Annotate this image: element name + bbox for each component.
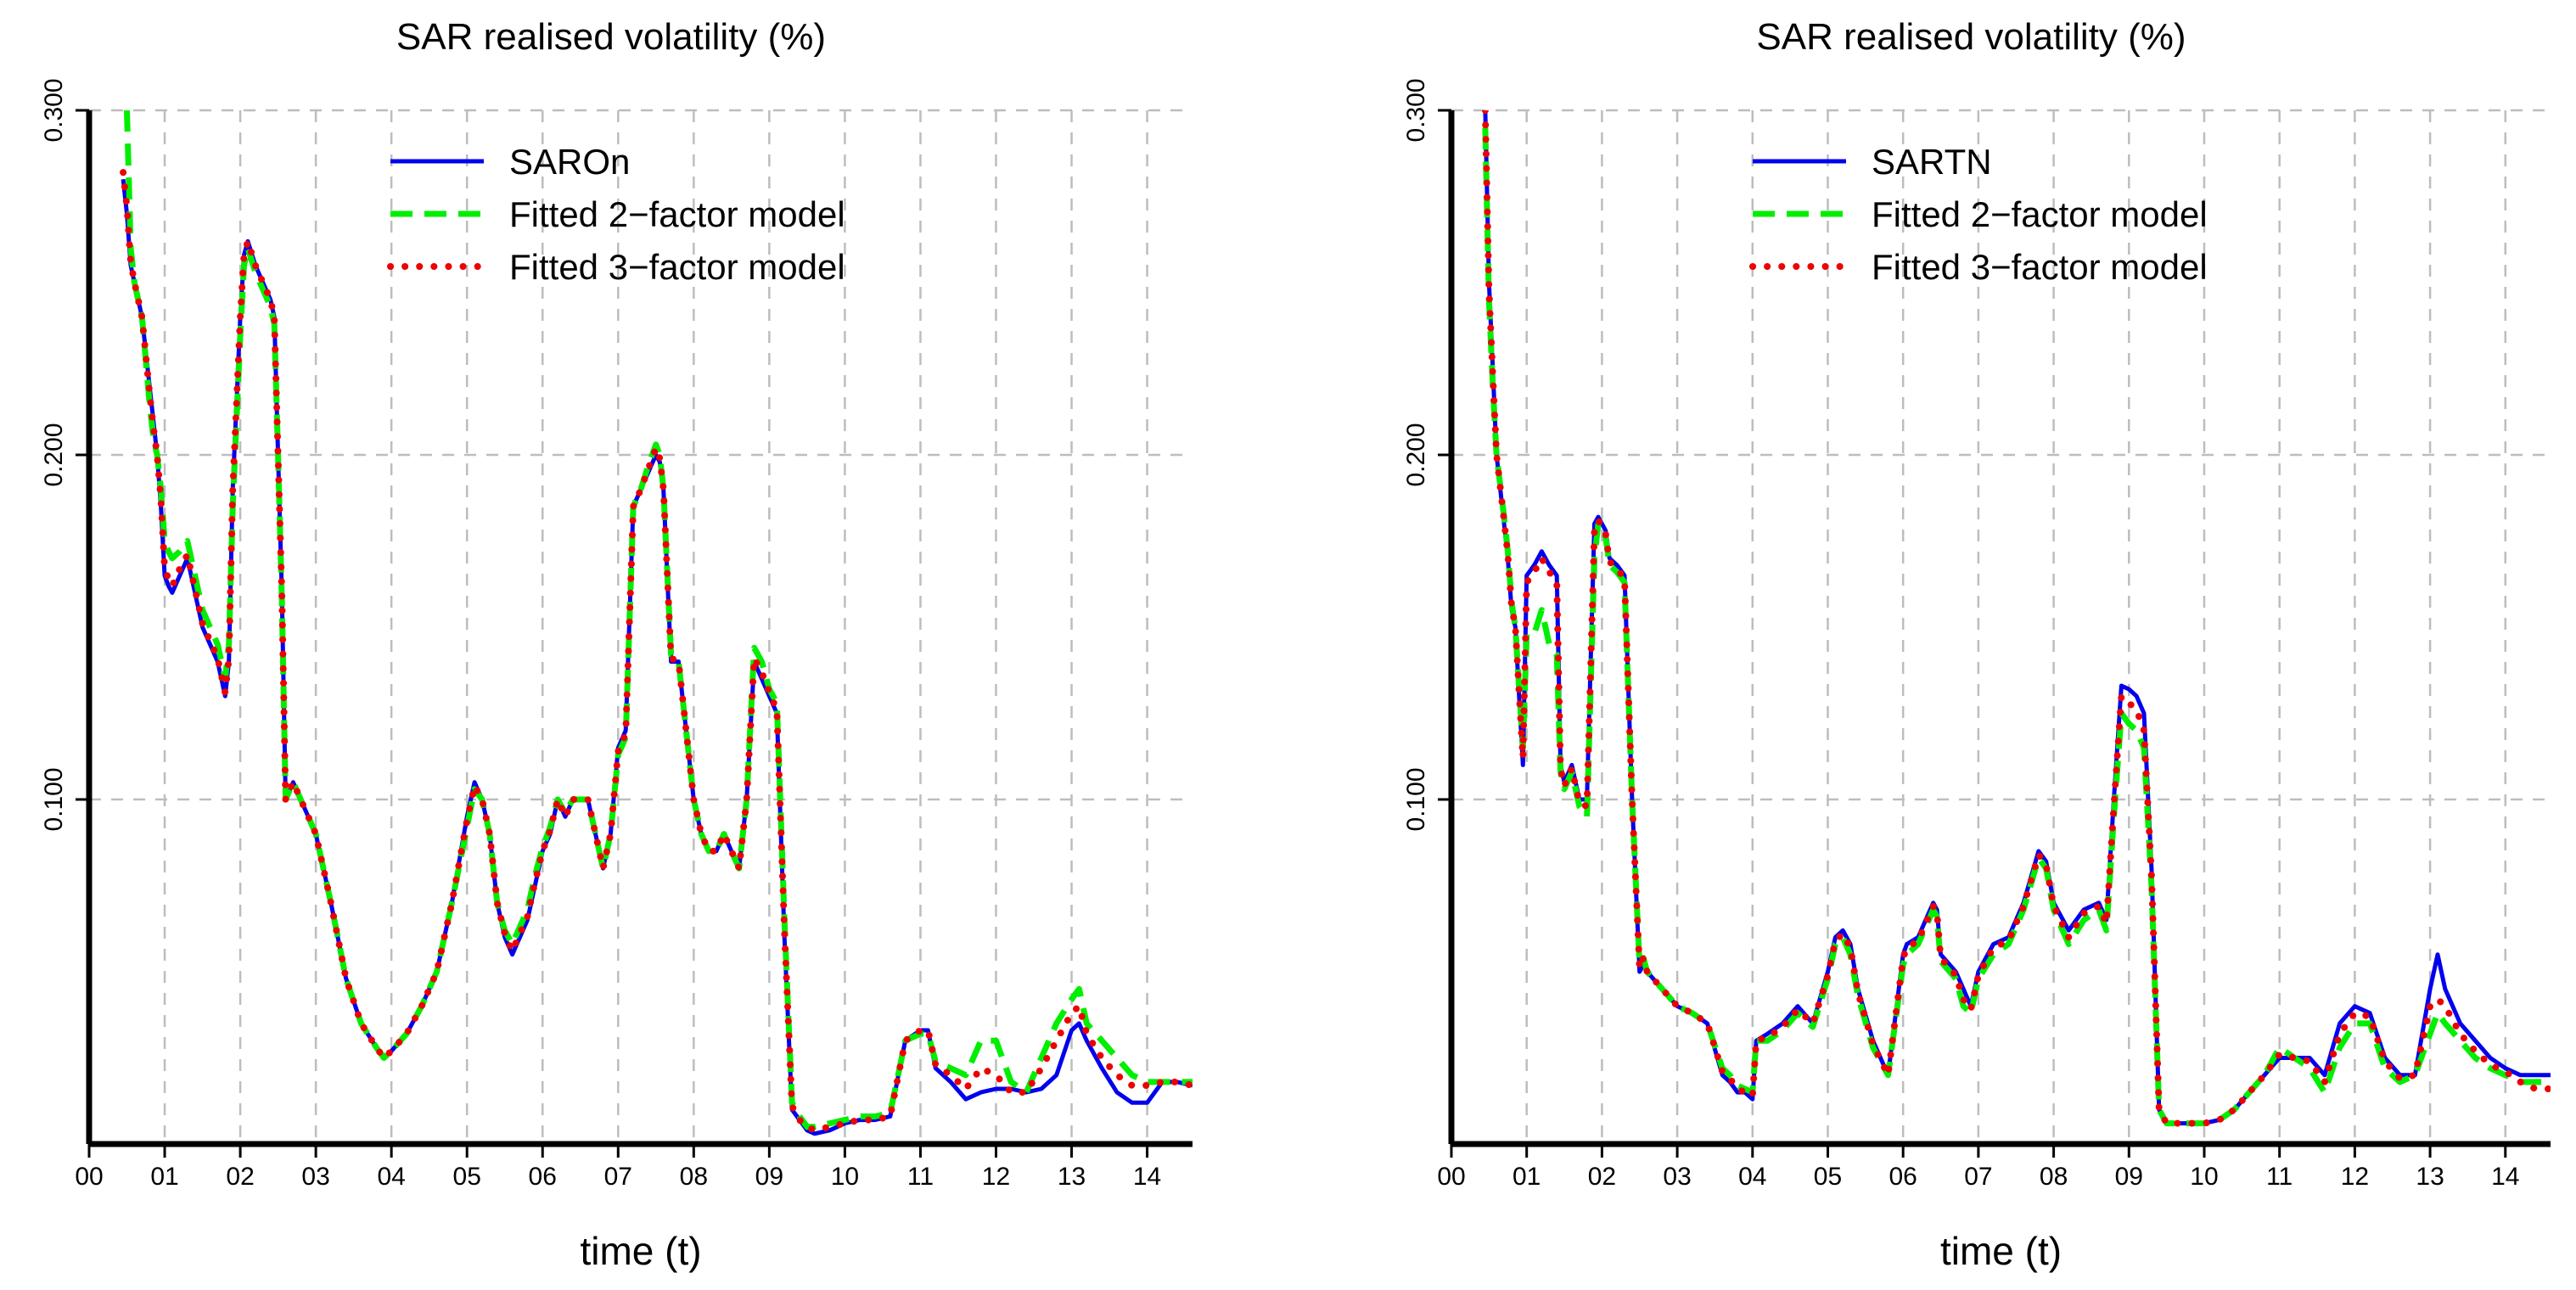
x-tick-label: 08	[680, 1163, 708, 1191]
x-tick-label: 02	[226, 1163, 254, 1191]
x-axis-label: time (t)	[580, 1229, 701, 1273]
x-tick-label: 11	[907, 1163, 934, 1191]
x-tick-label: 13	[2416, 1163, 2444, 1191]
y-tick-label: 0.300	[40, 78, 68, 142]
chart-panel-2: SAR realised volatility (%) 00 01 02 03 04 05 0…	[1402, 16, 2551, 1273]
x-tick-label: 12	[982, 1163, 1010, 1191]
x-tick-label: 01	[1512, 1163, 1541, 1191]
x-tick-label: 10	[831, 1163, 859, 1191]
legend-label: Fitted 2−factor model	[509, 194, 845, 234]
y-tick-label: 0.100	[1402, 767, 1430, 831]
x-tick-label: 11	[2266, 1163, 2293, 1191]
chart-panel-1: SAR realised volatility (%) 00 01 02 03 04 05 0…	[40, 16, 1193, 1273]
x-tick-label: 06	[529, 1163, 557, 1191]
x-tick-label: 09	[2115, 1163, 2143, 1191]
x-tick-label: 14	[2491, 1163, 2519, 1191]
x-tick-label: 05	[453, 1163, 481, 1191]
x-tick-label: 07	[604, 1163, 632, 1191]
x-tick-label: 04	[1738, 1163, 1766, 1191]
legend-label: Fitted 3−factor model	[509, 247, 845, 287]
x-tick-label: 03	[1663, 1163, 1691, 1191]
x-tick-label: 07	[1964, 1163, 1992, 1191]
x-tick-label: 09	[755, 1163, 783, 1191]
chart-title: SAR realised volatility (%)	[1756, 16, 2186, 58]
chart-title: SAR realised volatility (%)	[396, 16, 826, 58]
series-line-dashed	[123, 110, 1193, 1130]
x-tick-label: 00	[75, 1163, 103, 1191]
x-tick-label: 02	[1588, 1163, 1616, 1191]
x-tick-label: 08	[2040, 1163, 2068, 1191]
x-tick-label: 13	[1058, 1163, 1086, 1191]
x-tick-label: 03	[301, 1163, 329, 1191]
series-line-dashed	[1482, 127, 2551, 1127]
y-tick-label: 0.100	[40, 767, 68, 831]
x-tick-label: 04	[377, 1163, 405, 1191]
y-tick-label: 0.300	[1402, 78, 1430, 142]
legend-label: Fitted 2−factor model	[1872, 194, 2208, 234]
x-tick-label: 00	[1437, 1163, 1465, 1191]
x-tick-label: 05	[1814, 1163, 1842, 1191]
x-tick-label: 14	[1133, 1163, 1161, 1191]
x-axis-label: time (t)	[1940, 1229, 2062, 1273]
legend-label: SAROn	[509, 142, 630, 182]
x-tick-label: 12	[2341, 1163, 2369, 1191]
legend-label: SARTN	[1872, 142, 1992, 182]
x-tick-label: 01	[150, 1163, 178, 1191]
y-tick-label: 0.200	[40, 423, 68, 486]
series-line-dotted	[1481, 110, 2551, 1127]
y-tick-label: 0.200	[1402, 423, 1430, 486]
series-line-dotted	[120, 169, 1193, 1134]
x-tick-label: 06	[1889, 1163, 1917, 1191]
legend-label: Fitted 3−factor model	[1872, 247, 2208, 287]
x-tick-label: 10	[2190, 1163, 2218, 1191]
